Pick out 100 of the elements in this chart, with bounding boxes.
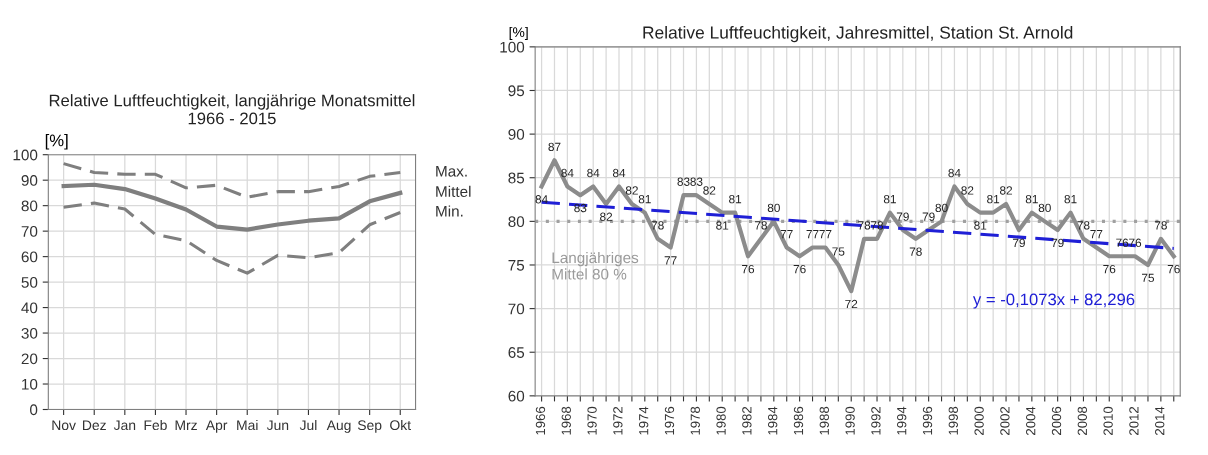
x-tick-label: Nov: [52, 420, 76, 431]
data-label: 79: [922, 212, 935, 221]
data-label: 82: [625, 186, 638, 195]
x-tick-label: 1996: [922, 406, 933, 435]
x-tick-label: Dez: [83, 420, 106, 431]
data-label: 77: [819, 230, 832, 239]
data-label: 84: [535, 195, 548, 204]
data-label: 76: [1103, 264, 1116, 274]
x-tick-label: 1978: [690, 406, 700, 435]
data-label: 84: [612, 168, 626, 178]
x-tick-label: Jul: [299, 419, 317, 431]
y-tick-label: 50: [21, 276, 38, 288]
chart-title: Relative Luftfeuchtigkeit, Jahresmittel, Station St. Arnold: [643, 25, 1073, 43]
y-tick-label: 90: [508, 128, 525, 140]
x-tick-label: 1984: [768, 406, 778, 435]
data-label: 78: [754, 221, 767, 230]
data-label: 76: [742, 264, 755, 274]
data-label: 83: [677, 177, 690, 186]
line-series: [61, 182, 403, 232]
line-series: [62, 201, 402, 275]
x-tick-label: 2010: [1103, 406, 1113, 435]
y-tick-label: 30: [21, 327, 38, 339]
x-tick-label: 1980: [716, 406, 726, 435]
data-label: 81: [974, 221, 987, 230]
data-label: 76: [1116, 238, 1129, 247]
data-label: 87: [548, 142, 561, 152]
data-label: 81: [729, 195, 742, 204]
data-label: 83: [574, 203, 587, 213]
y-tick-label: 65: [508, 347, 525, 358]
text: Mittel: [436, 185, 471, 198]
data-label: 81: [716, 221, 729, 230]
x-tick-label: Sep: [357, 420, 382, 433]
x-tick-label: 1988: [819, 406, 829, 435]
x-tick-label: 1994: [897, 406, 907, 435]
y-tick-label: 70: [21, 226, 38, 237]
data-label: 78: [909, 247, 922, 256]
data-label: 82: [703, 186, 716, 195]
data-label: 81: [1025, 195, 1038, 204]
text: Min.: [436, 205, 463, 217]
x-tick-label: 1982: [742, 406, 752, 435]
x-tick-label: 1970: [587, 406, 597, 435]
x-tick-label: 2000: [974, 406, 984, 435]
data-label: 84: [948, 168, 961, 178]
data-label: 82: [961, 186, 974, 195]
data-label: 77: [664, 256, 677, 265]
data-label: 81: [987, 195, 1000, 204]
x-tick-label: 2008: [1077, 406, 1087, 435]
x-tick-label: Jan: [113, 420, 136, 431]
x-tick-label: Aug: [326, 420, 351, 433]
data-label: 76: [793, 264, 806, 274]
data-label: 81: [638, 195, 651, 204]
data-label: 77: [1090, 230, 1103, 239]
y-tick-label: 20: [21, 353, 38, 365]
x-tick-label: 1966: [535, 406, 546, 435]
x-tick-label: 1992: [871, 406, 881, 435]
data-label: 79: [896, 212, 909, 221]
y-axis-title: [%]: [45, 134, 68, 150]
data-label: 83: [690, 177, 703, 186]
x-tick-label: 1972: [613, 406, 623, 435]
y-tick-label: 80: [508, 216, 525, 228]
data-label: 80: [935, 203, 948, 213]
data-label: 76: [1129, 238, 1142, 247]
y-tick-label: 80: [21, 200, 38, 212]
ref-line-label: Langjähriges Mittel 80 %: [552, 251, 639, 280]
y-tick-label: 0: [30, 404, 38, 416]
data-label: 78: [651, 221, 664, 230]
data-label: 72: [845, 299, 858, 309]
y-tick-label: 95: [508, 85, 525, 97]
x-tick-label: 1976: [664, 406, 675, 435]
x-tick-label: Okt: [390, 419, 411, 431]
text: Max.: [436, 165, 467, 177]
data-label: 82: [600, 212, 613, 221]
data-label: 75: [832, 247, 845, 256]
data-label: 77: [780, 230, 793, 239]
data-label: 84: [587, 168, 600, 178]
y-tick-label: 10: [22, 378, 38, 390]
data-label: 81: [883, 195, 896, 204]
x-tick-label: 2006: [1051, 406, 1062, 435]
x-tick-label: Feb: [144, 419, 167, 431]
data-label: 76: [1167, 264, 1180, 274]
x-tick-label: Apr: [205, 420, 228, 433]
x-tick-label: 1986: [793, 406, 804, 435]
x-tick-label: 1968: [561, 406, 571, 435]
data-label: 79: [1051, 238, 1064, 248]
data-label: 75: [1142, 273, 1155, 282]
y-tick-label: 60: [21, 251, 38, 263]
data-label: 79: [1012, 238, 1025, 248]
data-label: 80: [767, 203, 780, 213]
y-tick-label: 60: [508, 390, 525, 402]
x-tick-label: 2004: [1026, 406, 1036, 435]
data-label: 77: [806, 230, 819, 239]
y-tick-label: 70: [508, 303, 525, 315]
x-tick-label: 1998: [948, 406, 958, 435]
x-tick-label: 1990: [845, 406, 855, 435]
y-tick-label: 90: [21, 175, 38, 186]
chart-title: Relative Luftfeuchtigkeit, langjährige Monatsmittel 1966 - 2015: [49, 94, 415, 125]
annotation: y = -0,1073x + 82,296: [972, 293, 1135, 309]
y-tick-label: 40: [21, 302, 38, 314]
x-tick-label: 2002: [1000, 406, 1010, 435]
x-tick-label: 2014: [1155, 406, 1165, 435]
